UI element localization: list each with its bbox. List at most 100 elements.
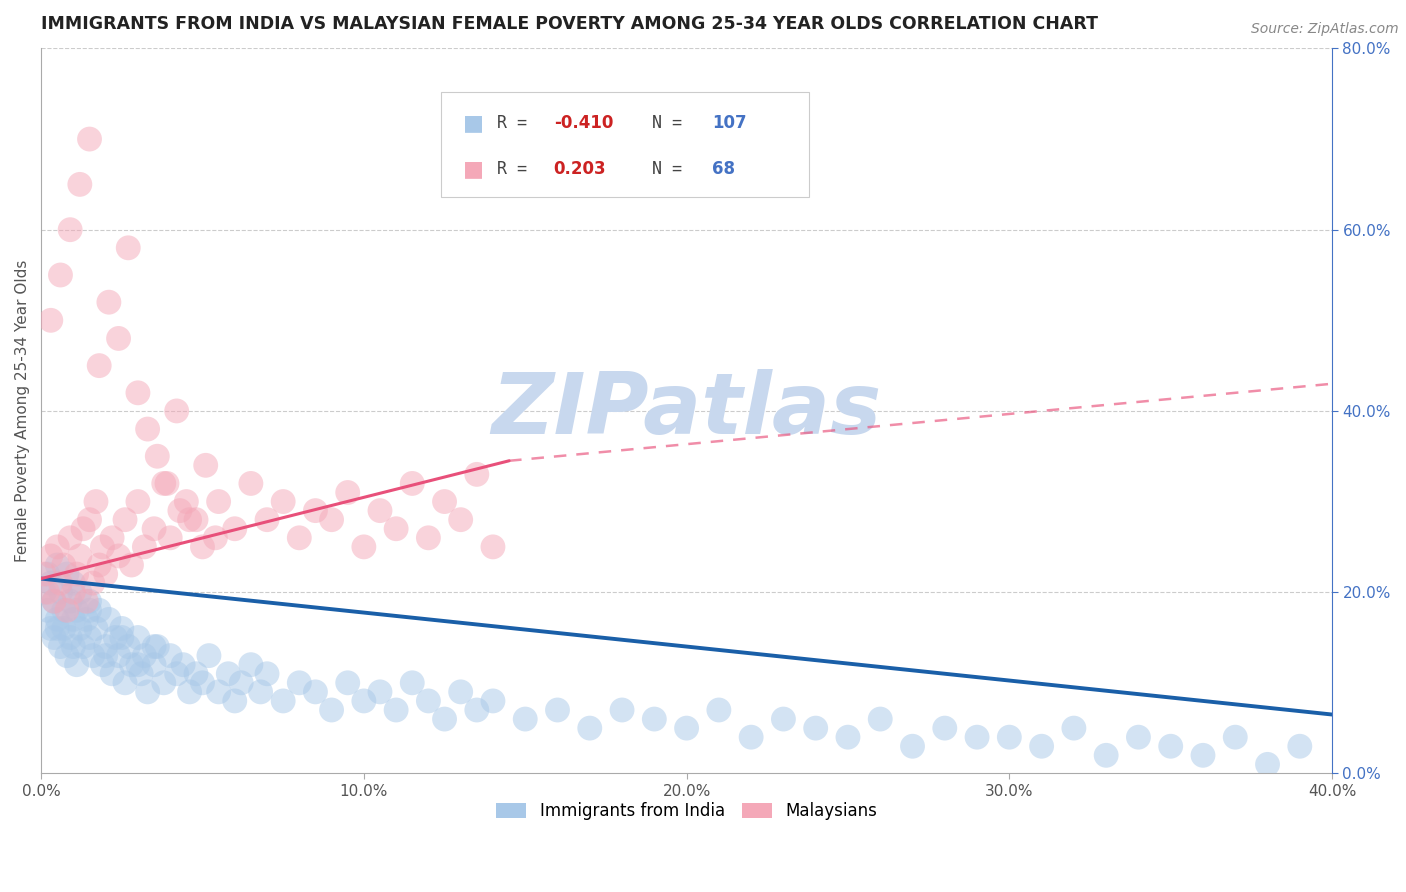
Point — [101, 531, 124, 545]
Point — [336, 675, 359, 690]
Point — [304, 503, 326, 517]
Point — [37, 585, 59, 599]
Text: N =: N = — [652, 114, 692, 132]
Point — [204, 531, 226, 545]
Point — [146, 449, 169, 463]
Point — [256, 666, 278, 681]
Point — [1031, 739, 1053, 754]
Point — [39, 622, 62, 636]
Point — [271, 494, 294, 508]
Point — [304, 685, 326, 699]
Point — [39, 549, 62, 563]
Point — [401, 476, 423, 491]
Point — [176, 494, 198, 508]
Point — [134, 648, 156, 663]
Point — [166, 404, 188, 418]
Point — [136, 685, 159, 699]
Point — [194, 458, 217, 473]
Point — [42, 594, 65, 608]
Point — [34, 585, 56, 599]
Point — [152, 476, 174, 491]
Point — [37, 567, 59, 582]
Point — [59, 594, 82, 608]
Legend: Immigrants from India, Malaysians: Immigrants from India, Malaysians — [489, 796, 883, 827]
Point — [127, 657, 149, 672]
Point — [49, 576, 72, 591]
Point — [134, 540, 156, 554]
Point — [59, 631, 82, 645]
Point — [385, 703, 408, 717]
Point — [1095, 748, 1118, 763]
Point — [249, 685, 271, 699]
Point — [707, 703, 730, 717]
Point — [450, 685, 472, 699]
Point — [59, 531, 82, 545]
Point — [107, 549, 129, 563]
Point — [934, 721, 956, 735]
Point — [75, 612, 97, 626]
Point — [1063, 721, 1085, 735]
Point — [114, 675, 136, 690]
Point — [450, 513, 472, 527]
Point — [143, 657, 166, 672]
Point — [94, 648, 117, 663]
Point — [69, 622, 91, 636]
Point — [84, 622, 107, 636]
Point — [869, 712, 891, 726]
Point — [39, 576, 62, 591]
Point — [1160, 739, 1182, 754]
Point — [79, 132, 101, 146]
Point — [107, 331, 129, 345]
Point — [127, 494, 149, 508]
Point — [191, 675, 214, 690]
Point — [65, 657, 87, 672]
Point — [146, 640, 169, 654]
Point — [418, 531, 440, 545]
Point — [191, 540, 214, 554]
Point — [837, 730, 859, 744]
Point — [42, 594, 65, 608]
Point — [143, 522, 166, 536]
Point — [353, 540, 375, 554]
Point — [321, 703, 343, 717]
Point — [79, 594, 101, 608]
Point — [49, 585, 72, 599]
Point — [56, 567, 79, 582]
Point — [217, 666, 239, 681]
Point — [72, 640, 94, 654]
Point — [804, 721, 827, 735]
Point — [59, 223, 82, 237]
Point — [515, 712, 537, 726]
Point — [65, 567, 87, 582]
Point — [69, 585, 91, 599]
Point — [46, 558, 69, 572]
Point — [772, 712, 794, 726]
Point — [433, 494, 456, 508]
Text: 68: 68 — [713, 160, 735, 178]
Point — [42, 631, 65, 645]
Point — [385, 522, 408, 536]
Point — [256, 513, 278, 527]
Point — [465, 467, 488, 482]
Point — [224, 694, 246, 708]
Text: N =: N = — [652, 160, 692, 178]
Text: ■: ■ — [463, 159, 484, 179]
Point — [321, 513, 343, 527]
Point — [675, 721, 697, 735]
Point — [89, 603, 111, 617]
Point — [79, 603, 101, 617]
Point — [465, 703, 488, 717]
Text: R =: R = — [496, 160, 537, 178]
Point — [94, 567, 117, 582]
Point — [159, 531, 181, 545]
Point — [82, 648, 104, 663]
Point — [159, 648, 181, 663]
Point — [114, 513, 136, 527]
Text: ■: ■ — [463, 113, 484, 133]
Text: Source: ZipAtlas.com: Source: ZipAtlas.com — [1251, 22, 1399, 37]
Point — [482, 694, 505, 708]
Text: R =: R = — [496, 114, 537, 132]
Point — [101, 666, 124, 681]
Point — [62, 576, 84, 591]
Point — [127, 385, 149, 400]
